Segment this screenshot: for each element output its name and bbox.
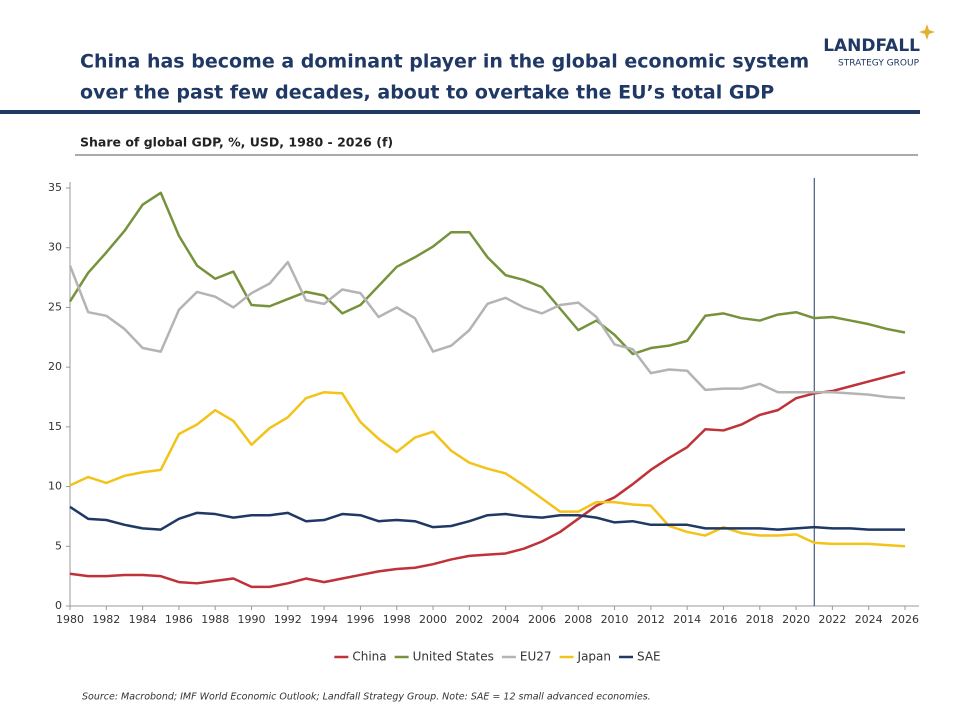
title: over the past few decades, about to over… [80, 82, 774, 104]
legend-label: Japan [577, 650, 611, 664]
header-rule [0, 110, 920, 114]
x-tick-label: 2024 [855, 613, 883, 626]
series-line [69, 390, 906, 548]
x-tick-label: 2014 [673, 613, 701, 626]
logo: LANDFALL [823, 36, 920, 56]
y-tick-label: 20 [48, 360, 62, 373]
x-tick-label: 1988 [201, 613, 229, 626]
x-tick-label: 2002 [455, 613, 483, 626]
x-tick-label: 2004 [492, 613, 520, 626]
x-tick-label: 1986 [165, 613, 193, 626]
x-tick-label: 2006 [528, 613, 556, 626]
y-tick-label: 10 [48, 480, 62, 493]
subtitle: Share of global GDP, %, USD, 1980 - 2026… [80, 135, 393, 150]
title: China has become a dominant player in th… [80, 51, 809, 73]
x-tick-label: 1992 [274, 613, 302, 626]
series-line [69, 370, 906, 589]
legend-label: SAE [637, 650, 661, 664]
x-tick-label: 1996 [346, 613, 374, 626]
legend-label: China [352, 650, 386, 664]
y-tick-label: 30 [48, 241, 62, 254]
x-tick-label: 2022 [818, 613, 846, 626]
x-tick-label: 2008 [564, 613, 592, 626]
x-tick-label: 2020 [782, 613, 810, 626]
y-tick-label: 25 [48, 300, 62, 313]
y-tick-label: 15 [48, 420, 62, 433]
y-tick-label: 35 [48, 181, 62, 194]
x-tick-label: 1982 [92, 613, 120, 626]
x-tick-label: 1998 [383, 613, 411, 626]
logo-sub: STRATEGY GROUP [838, 59, 920, 69]
logo-star [919, 24, 935, 40]
legend-label: EU27 [520, 650, 552, 664]
x-tick-label: 2016 [709, 613, 737, 626]
x-tick-label: 1990 [238, 613, 266, 626]
x-tick-label: 2012 [637, 613, 665, 626]
x-tick-label: 2018 [746, 613, 774, 626]
x-tick-label: 2010 [601, 613, 629, 626]
x-tick-label: 2000 [419, 613, 447, 626]
series-line [68, 191, 906, 356]
legend-label: United States [413, 650, 494, 664]
x-tick-label: 1980 [56, 613, 84, 626]
y-tick-label: 5 [55, 539, 62, 552]
x-tick-label: 2026 [891, 613, 919, 626]
x-tick-label: 1994 [310, 613, 338, 626]
series-line [69, 505, 905, 531]
series-line [68, 260, 906, 400]
source-note: Source: Macrobond; IMF World Economic Ou… [82, 692, 651, 703]
x-tick-label: 1984 [129, 613, 157, 626]
y-tick-label: 0 [55, 599, 62, 612]
